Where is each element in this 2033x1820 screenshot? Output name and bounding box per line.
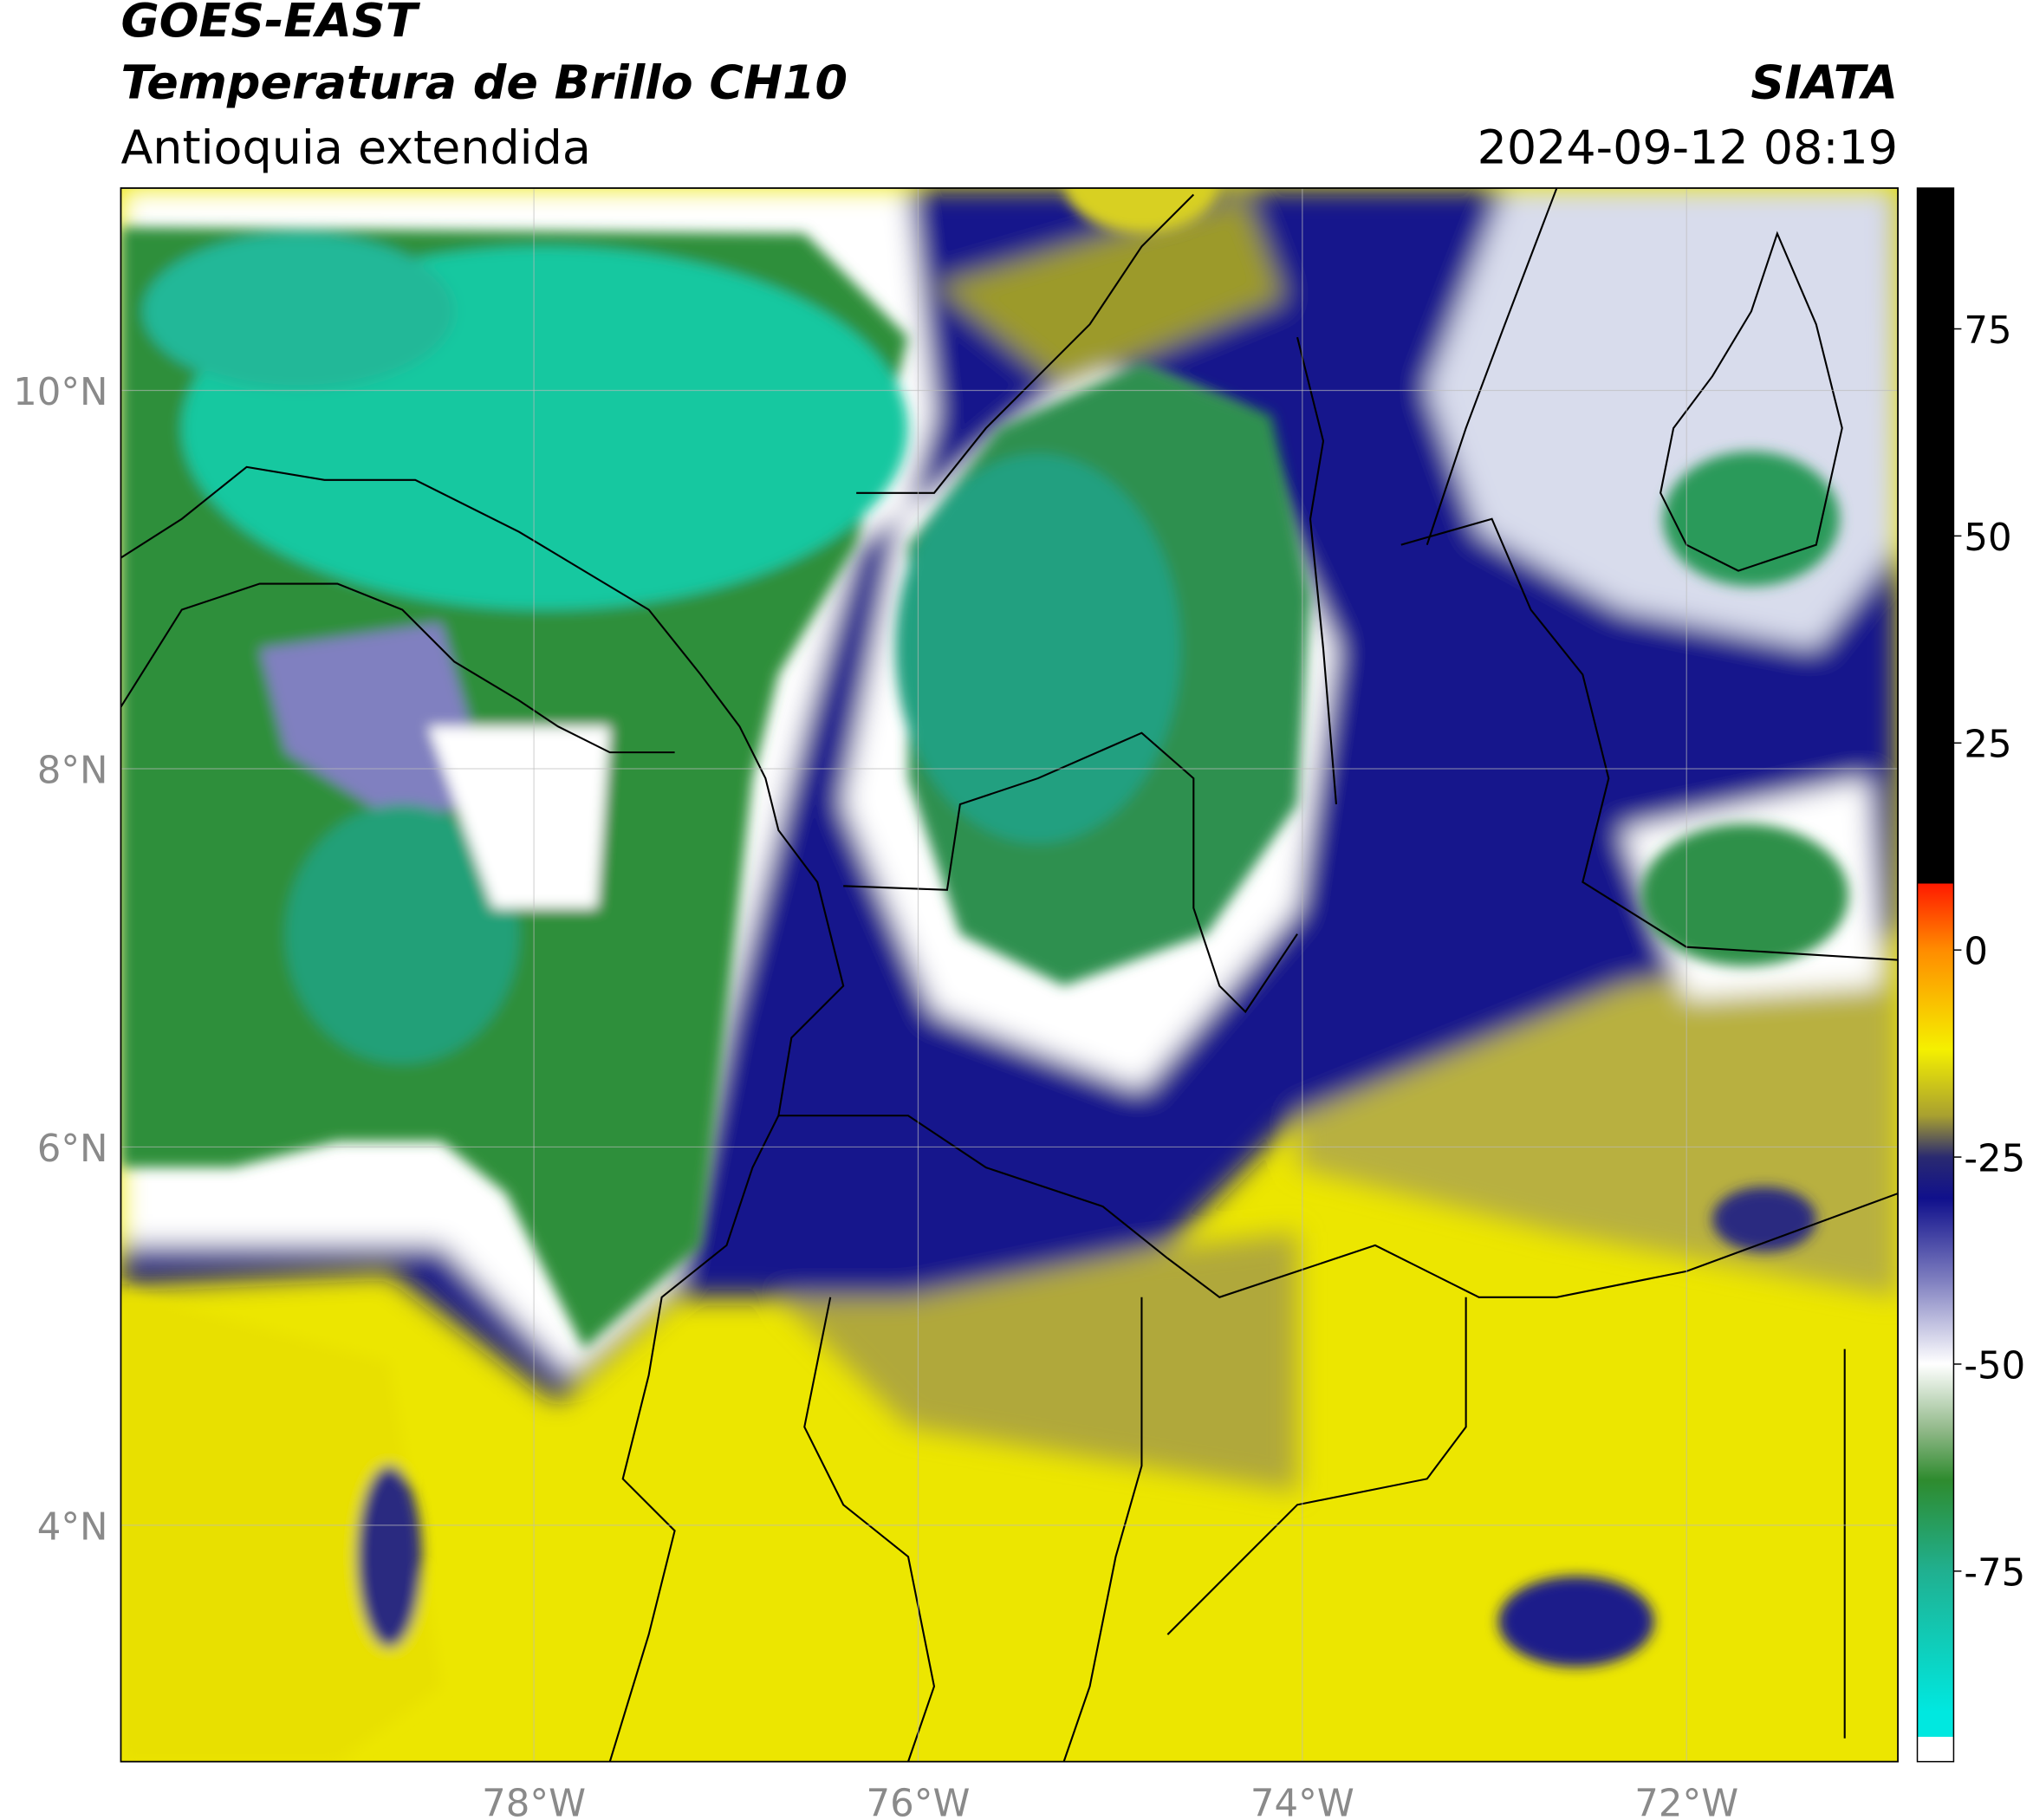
y-tick-label: 8°N: [37, 749, 108, 792]
map-frame: [120, 187, 1899, 1763]
datetime: 2024-09-12 08:19: [1478, 120, 1898, 175]
source: SIATA: [1750, 55, 1898, 110]
y-tick-label: 10°N: [13, 371, 107, 414]
colorbar-frame: [1916, 187, 1955, 1763]
colorbar-tick-label: 50: [1964, 517, 2011, 560]
x-tick-label: 72°W: [1634, 1783, 1738, 1820]
satellite-image: [120, 188, 1899, 1762]
coastlines: [120, 188, 1899, 1762]
x-tick-label: 76°W: [867, 1783, 971, 1820]
colorbar-tick-label: 25: [1964, 724, 2011, 767]
y-tick-label: 6°N: [37, 1128, 108, 1171]
colorbar-tick-label: -75: [1964, 1551, 2025, 1595]
title: GOES-EAST: [120, 0, 420, 48]
colorbar-tick-label: 0: [1964, 931, 1988, 974]
colorbar-tick-label: -25: [1964, 1138, 2025, 1181]
colorbar-tick-label: 75: [1964, 309, 2011, 353]
cold-tops: [120, 188, 1849, 1762]
graticule: [120, 188, 1899, 1762]
colorbar: 75 50 25 0 -25 -50 -75: [1917, 188, 2025, 1762]
subtitle: Temperatura de Brillo CH10: [120, 55, 848, 110]
x-tick-label: 74°W: [1250, 1783, 1354, 1820]
x-tick-label: 78°W: [482, 1783, 586, 1820]
y-tick-label: 4°N: [37, 1505, 108, 1549]
region: Antioquia extendida: [120, 120, 590, 175]
colorbar-fill: [1917, 188, 1954, 1762]
colorbar-tick-label: -50: [1964, 1344, 2025, 1388]
